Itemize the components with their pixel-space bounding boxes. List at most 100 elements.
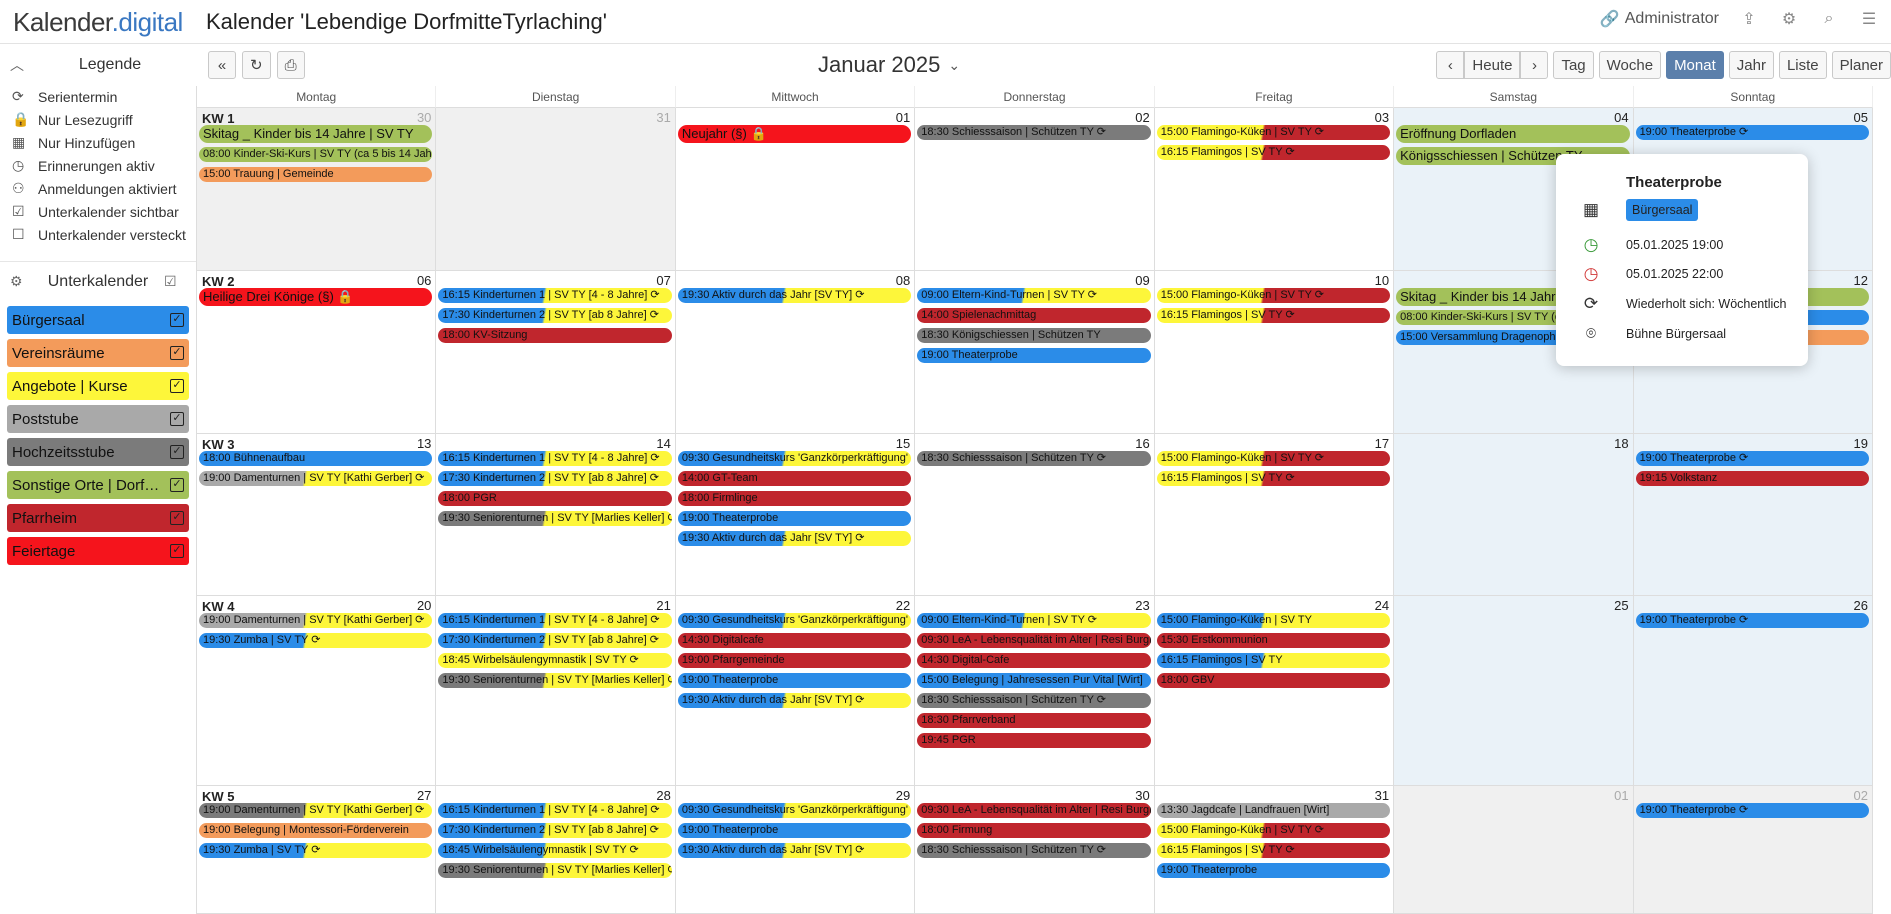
subcalendar-item[interactable]: Hochzeitsstube ✓: [7, 438, 189, 466]
subcalendar-item[interactable]: Pfarrheim ✓: [7, 504, 189, 532]
subcalendar-checkbox[interactable]: ✓: [170, 544, 184, 558]
day-cell[interactable]: 30 09:30 LeA - Lebensqualität im Alter | …: [915, 786, 1155, 914]
calendar-event[interactable]: 09:30 Gesundheitskurs 'Ganzkörperkräftig…: [677, 803, 912, 818]
day-number[interactable]: 24: [1374, 598, 1390, 613]
week-number[interactable]: KW 4: [202, 599, 235, 614]
calendar-event[interactable]: 16:15 Flamingos | SV TY ⟳: [1156, 308, 1391, 323]
calendar-event[interactable]: 15:00 Flamingo-Küken | SV TY: [1156, 613, 1391, 628]
day-number[interactable]: 18: [1614, 436, 1629, 451]
day-number[interactable]: 31: [656, 110, 671, 125]
calendar-event[interactable]: 18:30 Schiesssaison | Schützen TY ⟳: [917, 693, 1151, 708]
calendar-event[interactable]: 18:00 GBV: [1156, 673, 1391, 688]
day-cell[interactable]: KW 4 20 19:00 Damenturnen | SV TY [Kathi G…: [197, 596, 437, 786]
day-cell[interactable]: 15 09:30 Gesundheitskurs 'Ganzkörperkräft…: [675, 434, 916, 596]
subcalendar-checkbox[interactable]: ✓: [170, 478, 184, 492]
calendar-event[interactable]: 09:30 Gesundheitskurs 'Ganzkörperkräftig…: [677, 451, 912, 466]
day-cell[interactable]: 31: [436, 108, 676, 271]
day-cell[interactable]: KW 1 30 Skitag _ Kinder bis 14 Jahre | SV …: [197, 108, 437, 271]
calendar-event[interactable]: 19:00 Theaterprobe: [677, 823, 912, 838]
calendar-event[interactable]: 19:00 Belegung | Montessori-Förderverein: [199, 823, 433, 838]
day-cell[interactable]: 21 16:15 Kinderturnen 1 | SV TY [4 - 8 Ja…: [436, 596, 676, 786]
calendar-event[interactable]: 19:30 Seniorenturnen | SV TY [Marlies Ke…: [438, 863, 672, 878]
view-planer-button[interactable]: Planer: [1831, 51, 1891, 79]
app-logo[interactable]: Kalender.digital: [13, 7, 183, 38]
gear-icon[interactable]: ⚙: [10, 273, 23, 289]
collapse-sidebar-button[interactable]: «: [208, 51, 236, 79]
calendar-event[interactable]: 19:00 Theaterprobe: [917, 348, 1151, 363]
calendar-event[interactable]: 19:30 Seniorenturnen | SV TY [Marlies Ke…: [438, 673, 672, 688]
subcalendar-checkbox[interactable]: ✓: [170, 313, 184, 327]
day-cell[interactable]: 08 19:30 Aktiv durch das Jahr [SV TY] ⟳: [675, 271, 916, 434]
calendar-event[interactable]: 15:00 Flamingo-Küken | SV TY ⟳: [1156, 823, 1391, 838]
subcalendar-checkbox[interactable]: ✓: [170, 412, 184, 426]
subcalendar-item[interactable]: Bürgersaal ✓: [7, 306, 189, 334]
day-number[interactable]: 06: [416, 273, 432, 288]
search-icon[interactable]: ⌕: [1824, 10, 1834, 27]
calendar-event[interactable]: 19:00 Pfarrgemeinde: [677, 653, 912, 668]
gear-icon[interactable]: ⚙: [1781, 11, 1797, 28]
day-cell[interactable]: 02 19:00 Theaterprobe ⟳: [1633, 786, 1873, 914]
calendar-event[interactable]: 16:15 Kinderturnen 1 | SV TY [4 - 8 Jahr…: [438, 451, 672, 466]
refresh-button[interactable]: ↻: [242, 51, 271, 79]
calendar-event[interactable]: 18:30 Königschiessen | Schützen TY: [917, 328, 1151, 343]
day-number[interactable]: 02: [1853, 788, 1868, 803]
day-number[interactable]: 25: [1614, 598, 1629, 613]
prev-button[interactable]: ‹: [1436, 51, 1465, 79]
calendar-event[interactable]: 17:30 Kinderturnen 2 | SV TY [ab 8 Jahre…: [438, 308, 672, 323]
calendar-event[interactable]: 18:30 Schiesssaison | Schützen TY ⟳: [917, 125, 1151, 140]
calendar-event[interactable]: 18:30 Schiesssaison | Schützen TY ⟳: [917, 451, 1151, 466]
day-number[interactable]: 15: [895, 436, 911, 451]
subcalendar-checkbox[interactable]: ✓: [170, 346, 184, 360]
calendar-event[interactable]: 15:00 Flamingo-Küken | SV TY ⟳: [1156, 125, 1391, 140]
calendar-event[interactable]: Eröffnung Dorfladen: [1396, 125, 1630, 143]
calendar-event[interactable]: 15:00 Flamingo-Küken | SV TY ⟳: [1156, 288, 1391, 303]
calendar-event[interactable]: 19:15 Volkstanz: [1635, 471, 1869, 486]
calendar-event[interactable]: 09:00 Eltern-Kind-Turnen | SV TY ⟳: [917, 613, 1151, 628]
calendar-event[interactable]: 19:00 Damenturnen | SV TY [Kathi Gerber]…: [199, 613, 433, 628]
calendar-event[interactable]: 14:00 GT-Team: [677, 471, 912, 486]
calendar-event[interactable]: 15:00 Trauung | Gemeinde: [199, 167, 433, 182]
subcalendar-checkbox[interactable]: ✓: [170, 511, 184, 525]
day-cell[interactable]: KW 3 13 18:00 Bühnenaufbau 19:00 Damenturne…: [197, 434, 437, 596]
calendar-event[interactable]: 19:30 Zumba | SV TY ⟳: [199, 843, 433, 858]
day-cell[interactable]: 18: [1394, 434, 1634, 596]
calendar-event[interactable]: 19:00 Theaterprobe: [1156, 863, 1391, 878]
day-number[interactable]: 09: [1135, 273, 1150, 288]
week-number[interactable]: KW 5: [202, 789, 235, 804]
calendar-event[interactable]: 13:30 Jagdcafe | Landfrauen [Wirt]: [1156, 803, 1391, 818]
day-number[interactable]: 07: [656, 273, 671, 288]
day-number[interactable]: 08: [895, 273, 911, 288]
calendar-event[interactable]: 09:30 LeA - Lebensqualität im Alter | Re…: [917, 803, 1151, 818]
calendar-event[interactable]: 09:30 LeA - Lebensqualität im Alter | Re…: [917, 633, 1151, 648]
calendar-event[interactable]: 16:15 Flamingos | SV TY ⟳: [1156, 843, 1391, 858]
calendar-event[interactable]: 15:00 Flamingo-Küken | SV TY ⟳: [1156, 451, 1391, 466]
calendar-event[interactable]: 18:00 PGR: [438, 491, 672, 506]
day-cell[interactable]: 02 18:30 Schiesssaison | Schützen TY ⟳: [915, 108, 1155, 271]
calendar-event[interactable]: 14:00 Spielenachmittag: [917, 308, 1151, 323]
day-cell[interactable]: 16 18:30 Schiesssaison | Schützen TY ⟳: [915, 434, 1155, 596]
calendar-event[interactable]: 19:30 Aktiv durch das Jahr [SV TY] ⟳: [677, 693, 912, 708]
calendar-event[interactable]: 16:15 Flamingos | SV TY ⟳: [1156, 145, 1391, 160]
calendar-event[interactable]: 19:00 Theaterprobe: [677, 673, 912, 688]
view-liste-button[interactable]: Liste: [1778, 51, 1827, 79]
calendar-event[interactable]: 19:30 Seniorenturnen | SV TY [Marlies Ke…: [438, 511, 672, 526]
calendar-event[interactable]: 19:00 Theaterprobe: [677, 511, 912, 526]
subcalendar-item[interactable]: Angebote | Kurse ✓: [7, 372, 189, 400]
day-number[interactable]: 31: [1374, 788, 1390, 803]
share-icon[interactable]: ⇪: [1742, 11, 1756, 28]
calendar-event[interactable]: Skitag _ Kinder bis 14 Jahre | SV TY: [199, 125, 433, 143]
calendar-event[interactable]: 16:15 Flamingos | SV TY ⟳: [1156, 471, 1391, 486]
calendar-event[interactable]: 19:00 Theaterprobe ⟳: [1635, 803, 1869, 818]
view-woche-button[interactable]: Woche: [1598, 51, 1662, 79]
next-button[interactable]: ›: [1520, 51, 1549, 79]
day-cell[interactable]: 29 09:30 Gesundheitskurs 'Ganzkörperkräft…: [675, 786, 916, 914]
day-cell[interactable]: 19 19:00 Theaterprobe ⟳ 19:15 Volkstanz: [1633, 434, 1873, 596]
day-number[interactable]: 02: [1135, 110, 1150, 125]
subcalendar-item[interactable]: Sonstige Orte | Dorfmitte ✓: [7, 471, 189, 499]
day-cell[interactable]: 28 16:15 Kinderturnen 1 | SV TY [4 - 8 Ja…: [436, 786, 676, 914]
calendar-event[interactable]: 18:30 Pfarrverband: [917, 713, 1151, 728]
subcalendar-checkbox[interactable]: ✓: [170, 445, 184, 459]
day-cell[interactable]: 01 Neujahr (§) 🔒: [675, 108, 916, 271]
calendar-event[interactable]: 19:45 PGR: [917, 733, 1151, 748]
calendar-event[interactable]: Neujahr (§) 🔒: [677, 125, 912, 143]
